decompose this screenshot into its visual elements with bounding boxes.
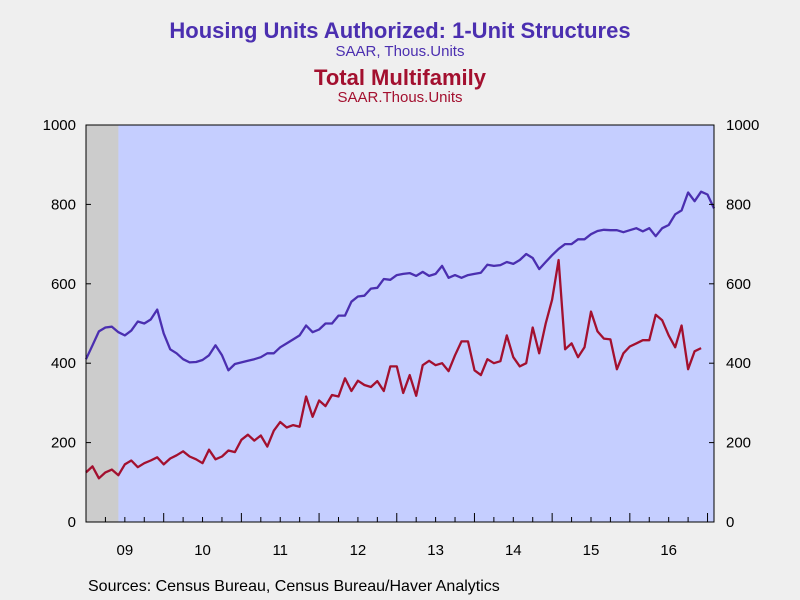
- plot-area: [86, 125, 714, 522]
- y-tick-label-right: 0: [726, 514, 734, 531]
- source-note: Sources: Census Bureau, Census Bureau/Ha…: [88, 578, 500, 595]
- chart-title: Housing Units Authorized: 1-Unit Structu…: [169, 18, 631, 43]
- x-tick-label: 15: [583, 542, 600, 559]
- x-tick-label: 13: [427, 542, 444, 559]
- y-tick-label-right: 200: [726, 435, 751, 452]
- chart-subtitle: SAAR, Thous.Units: [335, 43, 465, 60]
- recession-shade: [86, 125, 119, 522]
- plot-frame: [85, 124, 715, 523]
- y-tick-label-left: 1000: [43, 117, 76, 134]
- x-tick-label: 14: [505, 542, 522, 559]
- y-tick-label-right: 1000: [726, 117, 759, 134]
- chart-title-2: Total Multifamily: [314, 65, 486, 90]
- y-tick-label-left: 600: [51, 276, 76, 293]
- y-tick-label-left: 200: [51, 435, 76, 452]
- y-tick-label-left: 800: [51, 196, 76, 213]
- x-tick-label: 16: [660, 542, 677, 559]
- y-tick-label-left: 0: [68, 514, 76, 531]
- y-tick-label-right: 400: [726, 355, 751, 372]
- y-tick-label-right: 600: [726, 276, 751, 293]
- y-tick-label-left: 400: [51, 355, 76, 372]
- x-tick-label: 11: [272, 542, 288, 559]
- series-line-2: [85, 258, 702, 480]
- x-tick-label: 12: [350, 542, 367, 559]
- series-line-1: [84, 190, 716, 372]
- x-tick-label: 10: [194, 542, 211, 559]
- y-tick-label-right: 800: [726, 196, 751, 213]
- x-tick-label: 09: [117, 542, 134, 559]
- chart-subtitle-2: SAAR.Thous.Units: [337, 89, 463, 106]
